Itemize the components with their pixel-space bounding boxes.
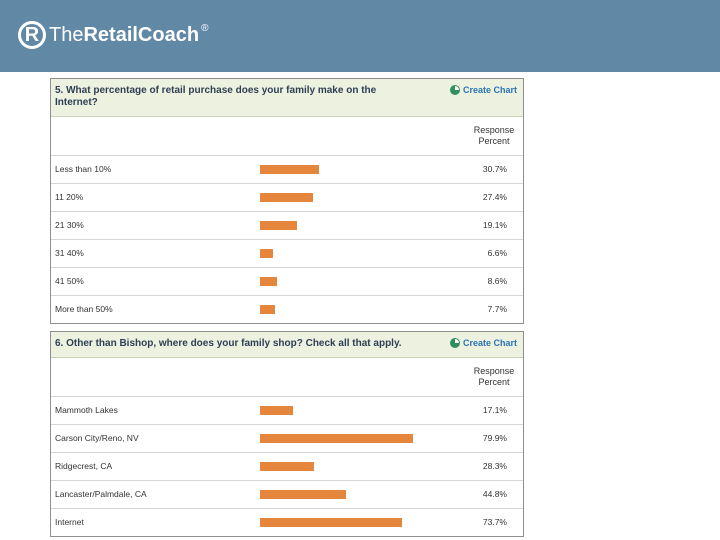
table-row: Less than 10% 30.7%: [51, 156, 523, 184]
answer-label: More than 50%: [55, 304, 113, 314]
table-row: Ridgecrest, CA 28.3%: [51, 453, 523, 481]
response-percent-value: 28.3%: [482, 461, 507, 471]
response-percent-value: 79.9%: [482, 433, 507, 443]
table-row: More than 50% 7.7%: [51, 296, 523, 323]
response-bar: [260, 490, 346, 499]
pie-chart-icon: [449, 85, 460, 95]
response-bar: [260, 249, 273, 258]
table-row: 21 30% 19.1%: [51, 212, 523, 240]
logo-the-text: The: [49, 23, 84, 46]
response-percent-value: 44.8%: [482, 489, 507, 499]
response-percent-value: 73.7%: [482, 517, 507, 527]
table-row: 31 40% 6.6%: [51, 240, 523, 268]
question-5-rows: Less than 10% 30.7% 11 20% 27.4% 21 30% 19.1%…: [51, 156, 523, 323]
table-row: Lancaster/Palmdale, CA 44.8%: [51, 481, 523, 509]
create-chart-button-q5[interactable]: Create Chart: [449, 85, 517, 95]
response-percent-header: Response Percent: [51, 358, 523, 397]
response-percent-value: 6.6%: [487, 248, 507, 258]
table-row: 41 50% 8.6%: [51, 268, 523, 296]
response-bar: [260, 434, 413, 443]
answer-label: Internet: [55, 517, 84, 527]
retail-coach-logo: R The RetailCoach ®: [18, 18, 208, 52]
response-percent-label: Response Percent: [473, 125, 515, 146]
survey-question-6-panel: 6. Other than Bishop, where does your fa…: [50, 331, 524, 537]
answer-label: Mammoth Lakes: [55, 405, 118, 415]
create-chart-label: Create Chart: [462, 85, 517, 95]
response-bar: [260, 193, 313, 202]
question-5-title: 5. What percentage of retail purchase do…: [55, 85, 377, 108]
answer-label: 11 20%: [55, 192, 84, 202]
logo-name-text: RetailCoach: [83, 23, 200, 46]
question-6-header: 6. Other than Bishop, where does your fa…: [51, 332, 523, 358]
answer-label: 31 40%: [55, 248, 84, 258]
response-bar: [260, 406, 293, 415]
survey-question-5-panel: 5. What percentage of retail purchase do…: [50, 78, 524, 324]
answer-label: 41 50%: [55, 276, 84, 286]
logo-registered-mark: ®: [201, 22, 209, 34]
response-percent-value: 30.7%: [482, 164, 507, 174]
response-bar: [260, 305, 275, 314]
logo-r-icon: R: [18, 21, 46, 49]
response-bar: [260, 518, 402, 527]
table-row: Carson City/Reno, NV 79.9%: [51, 425, 523, 453]
answer-label: Lancaster/Palmdale, CA: [55, 489, 147, 499]
response-percent-label: Response Percent: [473, 366, 515, 387]
answer-label: Less than 10%: [55, 164, 112, 174]
question-6-title: 6. Other than Bishop, where does your fa…: [55, 338, 402, 349]
header-bar: R The RetailCoach ®: [0, 0, 720, 72]
table-row: 11 20% 27.4%: [51, 184, 523, 212]
question-6-rows: Mammoth Lakes 17.1% Carson City/Reno, NV 79…: [51, 397, 523, 536]
pie-chart-icon: [449, 338, 460, 348]
answer-label: Carson City/Reno, NV: [55, 433, 139, 443]
create-chart-button-q6[interactable]: Create Chart: [449, 338, 517, 348]
create-chart-label: Create Chart: [462, 338, 517, 348]
response-bar: [260, 165, 319, 174]
response-percent-header: Response Percent: [51, 117, 523, 156]
response-percent-value: 7.7%: [487, 304, 507, 314]
response-bar: [260, 221, 297, 230]
answer-label: 21 30%: [55, 220, 84, 230]
table-row: Internet 73.7%: [51, 509, 523, 536]
response-percent-value: 8.6%: [487, 276, 507, 286]
response-percent-value: 19.1%: [482, 220, 507, 230]
response-bar: [260, 277, 277, 286]
response-bar: [260, 462, 314, 471]
response-percent-value: 27.4%: [482, 192, 507, 202]
answer-label: Ridgecrest, CA: [55, 461, 113, 471]
table-row: Mammoth Lakes 17.1%: [51, 397, 523, 425]
question-5-header: 5. What percentage of retail purchase do…: [51, 79, 523, 117]
response-percent-value: 17.1%: [482, 405, 507, 415]
